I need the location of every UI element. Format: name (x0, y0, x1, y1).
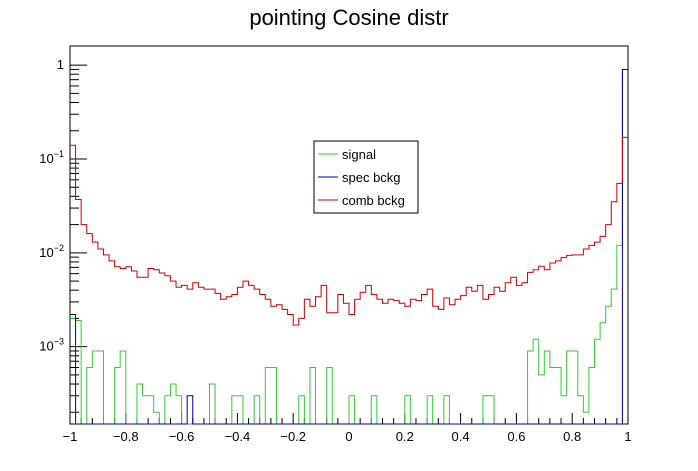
y-tick-label: 10−3 (39, 337, 64, 354)
y-tick-exponent: −3 (54, 337, 64, 347)
y-tick-base: 10 (39, 245, 53, 260)
series-line-spec-bckg (70, 68, 628, 425)
x-axis: −1 −0.8 −0.6 −0.4 −0.2 0 0.2 0.4 0.6 0.8 1 (63, 413, 632, 444)
legend-label: signal (342, 147, 376, 162)
y-tick-label: 10−1 (39, 149, 64, 166)
y-tick-exponent: −2 (54, 243, 64, 253)
y-axis: 110−110−210−3 (39, 57, 87, 413)
series-line-comb-bckg (70, 136, 628, 326)
x-tick-label: 0.8 (563, 429, 581, 444)
y-tick-label: 1 (57, 57, 64, 72)
x-tick-label: 0 (345, 429, 352, 444)
legend: signal spec bckg comb bckg (313, 140, 419, 214)
y-tick-label: 10−2 (39, 243, 64, 260)
y-tick-base: 10 (39, 339, 53, 354)
x-tick-label: −0.8 (113, 429, 139, 444)
y-tick-exponent: −1 (54, 149, 64, 159)
x-tick-label: 0.4 (452, 429, 470, 444)
x-tick-label: −0.6 (169, 429, 195, 444)
x-tick-label: 0.6 (507, 429, 525, 444)
chart-title: pointing Cosine distr (249, 5, 448, 30)
x-tick-label: −1 (63, 429, 78, 444)
series-layer (70, 68, 628, 425)
series-line-signal (70, 68, 628, 425)
x-tick-label: 0.2 (396, 429, 414, 444)
x-tick-label: 1 (624, 429, 631, 444)
y-tick-base: 10 (39, 151, 53, 166)
x-tick-label: −0.4 (225, 429, 251, 444)
legend-label: comb bckg (342, 193, 405, 208)
x-tick-label: −0.2 (280, 429, 306, 444)
legend-label: spec bckg (342, 170, 401, 185)
